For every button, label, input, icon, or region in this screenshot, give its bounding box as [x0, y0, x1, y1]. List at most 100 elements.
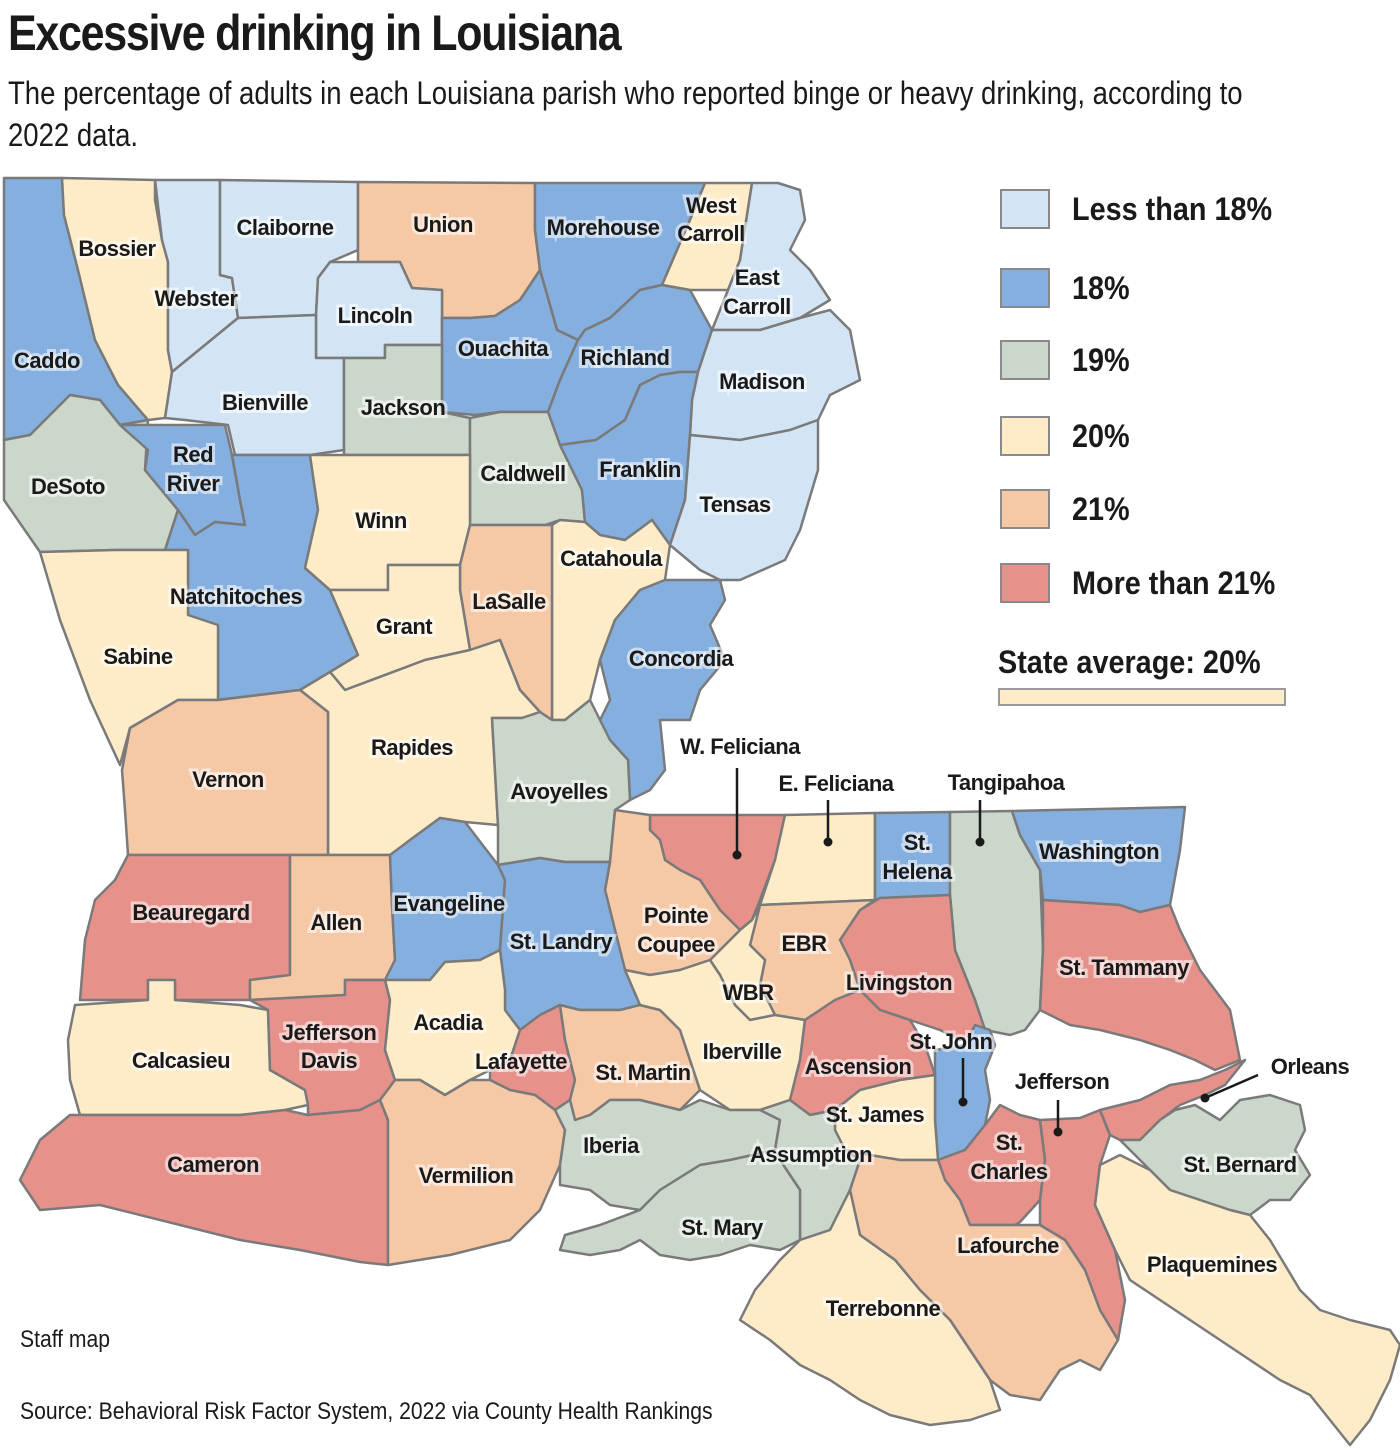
- label-st-helena-2: Helena: [882, 859, 952, 884]
- label-pointe-coupee-1: Pointe: [644, 903, 708, 928]
- source-note: Source: Behavioral Risk Factor System, 2…: [20, 1398, 713, 1425]
- legend-item-more-than-21: More than 21%: [1000, 560, 1298, 606]
- label-avoyelles: Avoyelles: [510, 779, 608, 804]
- parish-cameron[interactable]: [18, 1098, 390, 1267]
- label-red-river-1: Red: [173, 442, 213, 467]
- label-acadia: Acadia: [413, 1010, 483, 1035]
- leader-dot-orleans: [1200, 1093, 1210, 1103]
- label-red-river-2: River: [167, 471, 220, 496]
- label-ascension: Ascension: [805, 1054, 912, 1079]
- label-rapides: Rapides: [371, 735, 453, 760]
- legend-label: Less than 18%: [1072, 190, 1273, 227]
- label-st-helena-1: St.: [904, 830, 931, 855]
- label-iberia: Iberia: [583, 1133, 640, 1158]
- legend-item-less-than-18: Less than 18%: [1000, 186, 1294, 232]
- label-vernon: Vernon: [192, 767, 264, 792]
- label-lafourche: Lafourche: [957, 1233, 1059, 1258]
- leader-dot-st-john: [958, 1097, 968, 1107]
- label-jefferson: Jefferson: [1015, 1069, 1110, 1094]
- parish-east-carroll[interactable]: [710, 181, 832, 332]
- label-beauregard: Beauregard: [132, 900, 249, 925]
- label-st-charles-2: Charles: [970, 1159, 1047, 1184]
- label-grant: Grant: [376, 614, 433, 639]
- label-st-mary: St. Mary: [681, 1215, 764, 1240]
- map-subtitle: The percentage of adults in each Louisia…: [8, 75, 1243, 153]
- label-calcasieu: Calcasieu: [132, 1048, 230, 1073]
- label-desoto: DeSoto: [31, 474, 105, 499]
- legend-label: 18%: [1072, 269, 1130, 306]
- map-title: Excessive drinking in Louisiana: [8, 5, 622, 61]
- label-pointe-coupee-2: Coupee: [637, 932, 715, 957]
- legend-label: 19%: [1072, 341, 1130, 378]
- label-lafayette: Lafayette: [475, 1049, 567, 1074]
- louisiana-map: Caddo Bossier Webster Claiborne Union Mo…: [0, 170, 1400, 1450]
- label-bossier: Bossier: [78, 236, 156, 261]
- legend-item-20: 20%: [1000, 413, 1136, 459]
- label-jefferson-davis-1: Jefferson: [282, 1020, 377, 1045]
- label-orleans: Orleans: [1271, 1054, 1350, 1079]
- label-east-carroll-1: East: [735, 265, 781, 290]
- legend-label: 20%: [1072, 417, 1130, 454]
- label-west-carroll-1: West: [686, 193, 737, 218]
- label-lincoln: Lincoln: [338, 303, 413, 328]
- label-ebr: EBR: [782, 931, 828, 956]
- label-claiborne: Claiborne: [237, 215, 334, 240]
- label-st-james: St. James: [826, 1102, 924, 1127]
- label-caldwell: Caldwell: [480, 461, 565, 486]
- label-sabine: Sabine: [103, 644, 172, 669]
- label-ouachita: Ouachita: [458, 336, 549, 361]
- leader-orleans: [1204, 1073, 1259, 1100]
- label-jackson: Jackson: [361, 395, 446, 420]
- label-union: Union: [413, 212, 473, 237]
- parish-bienville[interactable]: [163, 313, 346, 457]
- parish-st-tammany[interactable]: [1038, 898, 1242, 1072]
- legend-swatch: [1000, 268, 1050, 308]
- legend-label: 21%: [1072, 490, 1130, 527]
- parish-concordia[interactable]: [593, 578, 727, 802]
- parish-st-helena[interactable]: [873, 810, 952, 902]
- leader-dot-w-feliciana: [732, 850, 742, 860]
- label-st-martin: St. Martin: [595, 1060, 690, 1085]
- label-richland: Richland: [581, 345, 670, 370]
- label-morehouse: Morehouse: [547, 215, 660, 240]
- parish-st-mary[interactable]: [558, 1148, 802, 1262]
- label-plaquemines: Plaquemines: [1147, 1252, 1277, 1277]
- leader-dot-jefferson: [1053, 1127, 1063, 1137]
- credit: Staff map: [20, 1326, 111, 1353]
- label-st-bernard: St. Bernard: [1183, 1152, 1296, 1177]
- label-madison: Madison: [719, 369, 805, 394]
- label-w-feliciana: W. Feliciana: [680, 734, 801, 759]
- label-concordia: Concordia: [629, 646, 735, 671]
- label-evangeline: Evangeline: [393, 891, 504, 916]
- label-st-landry: St. Landry: [510, 929, 614, 954]
- parish-terrebonne[interactable]: [738, 1188, 1002, 1427]
- label-allen: Allen: [310, 910, 361, 935]
- label-iberville: Iberville: [703, 1039, 782, 1064]
- label-washington: Washington: [1039, 839, 1159, 864]
- leader-dot-e-feliciana: [823, 837, 833, 847]
- label-st-charles-1: St.: [996, 1130, 1023, 1155]
- parish-vermilion[interactable]: [378, 1078, 567, 1267]
- legend-item-19: 19%: [1000, 337, 1136, 383]
- legend-label: More than 21%: [1072, 564, 1276, 601]
- label-jefferson-davis-2: Davis: [301, 1048, 357, 1073]
- label-catahoula: Catahoula: [560, 546, 663, 571]
- label-east-carroll-2: Carroll: [723, 294, 790, 319]
- state-average-label: State average: 20%: [998, 644, 1261, 680]
- label-st-john: St. John: [910, 1029, 993, 1054]
- label-webster: Webster: [155, 286, 239, 311]
- legend-swatch: [1000, 563, 1050, 603]
- label-assumption: Assumption: [750, 1142, 872, 1167]
- parish-plaquemines[interactable]: [1093, 1153, 1400, 1447]
- state-average-bar: [998, 688, 1286, 706]
- label-wbr: WBR: [722, 980, 774, 1005]
- label-st-tammany: St. Tammany: [1059, 955, 1190, 980]
- label-vermilion: Vermilion: [419, 1163, 514, 1188]
- legend-swatch: [1000, 189, 1050, 229]
- label-lasalle: LaSalle: [472, 589, 546, 614]
- label-e-feliciana: E. Feliciana: [778, 771, 894, 796]
- legend-swatch: [1000, 416, 1050, 456]
- label-tangipahoa: Tangipahoa: [948, 770, 1066, 795]
- label-natchitoches: Natchitoches: [170, 584, 302, 609]
- leader-dot-tangipahoa: [975, 837, 985, 847]
